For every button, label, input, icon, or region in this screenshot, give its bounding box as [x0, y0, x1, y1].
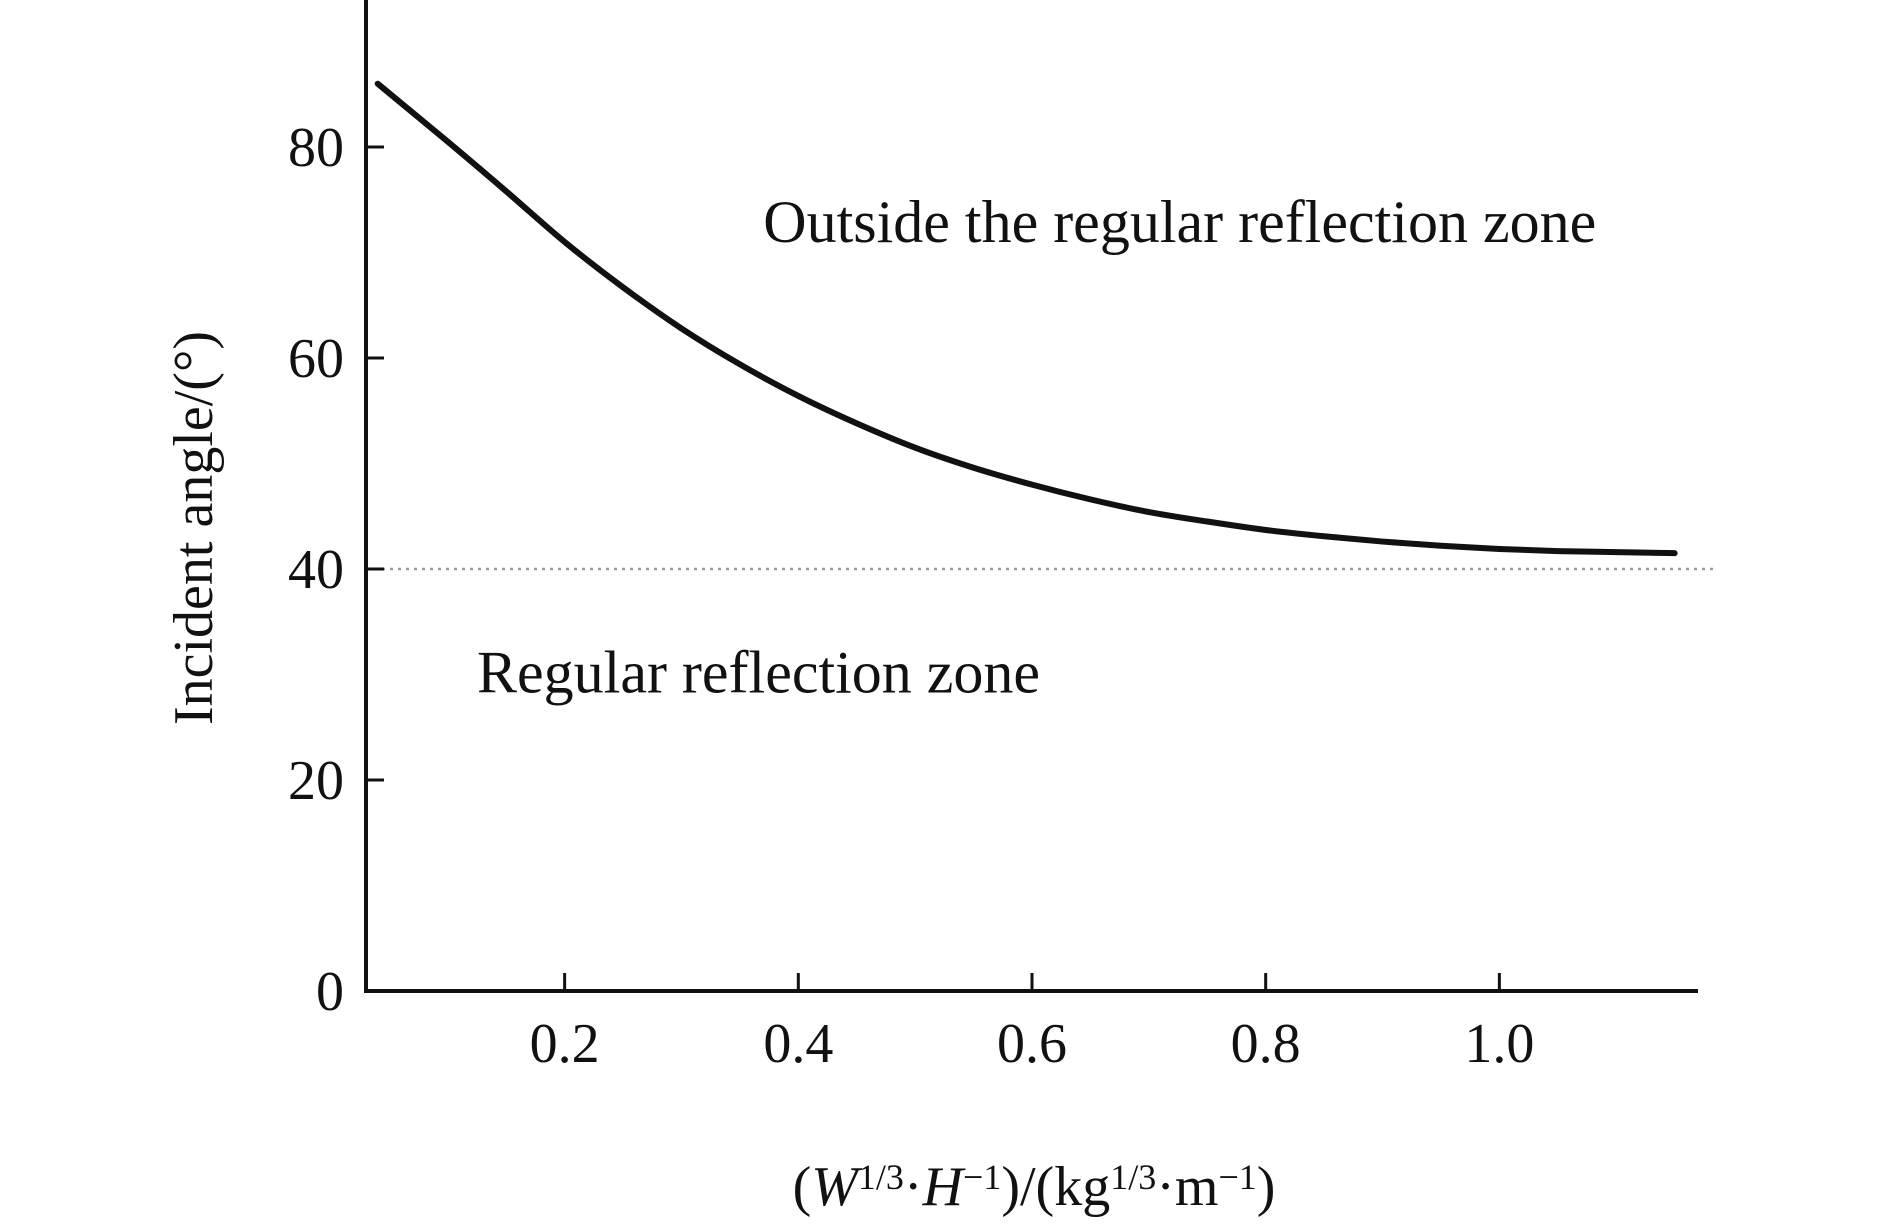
y-tick-label: 0 — [316, 961, 344, 1023]
x-tick-label: 1.0 — [1464, 1013, 1534, 1075]
x-label-part: 1/3 — [1110, 1157, 1156, 1197]
x-axis-label: (W1/3·H−1)/(kg1/3·m−1) — [793, 1156, 1276, 1218]
x-label-part: −1 — [963, 1157, 1001, 1197]
axes — [364, 0, 1698, 993]
x-label-part: ( — [793, 1156, 812, 1218]
labels-layer: Incident angle/(°) (W1/3·H−1)/(kg1/3·m−1… — [163, 331, 1275, 1218]
y-axis-label: Incident angle/(°) — [163, 331, 225, 725]
y-tick-label: 40 — [288, 539, 344, 601]
curve-layer — [374, 80, 1678, 557]
x-label-part: 1/3 — [858, 1157, 904, 1197]
x-tick-label: 0.4 — [763, 1013, 833, 1075]
y-tick-label: 20 — [288, 750, 344, 812]
x-tick-label: 0.6 — [997, 1013, 1067, 1075]
y-tick-label: 60 — [288, 328, 344, 390]
x-label-part: −1 — [1218, 1157, 1256, 1197]
x-label-part: ) — [1257, 1156, 1276, 1218]
x-label-part: )/(kg — [1001, 1156, 1110, 1218]
annotation-1: Regular reflection zone — [477, 639, 1040, 705]
x-label-part: · — [904, 1156, 923, 1218]
series-line-0 — [374, 80, 1678, 557]
ticks-layer: 0 20 40 60 80 0.2 0.4 0.6 0.8 1.0 — [288, 117, 1534, 1075]
x-tick-label: 0.8 — [1231, 1013, 1301, 1075]
annotations-layer: Outside the regular reflection zone Regul… — [477, 189, 1596, 705]
y-tick-label: 80 — [288, 117, 344, 179]
x-label-part: W — [811, 1156, 862, 1218]
x-tick-label: 0.2 — [530, 1013, 600, 1075]
x-label-part: H — [922, 1156, 966, 1218]
annotation-0: Outside the regular reflection zone — [763, 189, 1596, 255]
x-label-part: ·m — [1156, 1156, 1218, 1218]
